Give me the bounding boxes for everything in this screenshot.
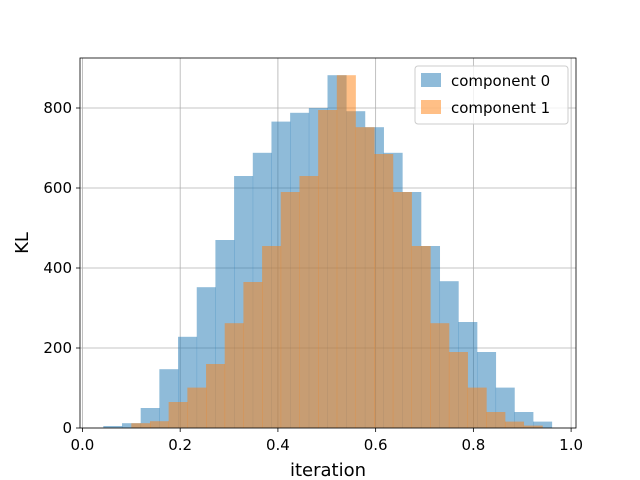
bar-component-1-bin-15 <box>411 246 431 428</box>
bar-component-1-bin-4 <box>206 364 226 428</box>
bar-component-0-bin-0 <box>103 426 123 428</box>
axes-frame <box>79 57 577 429</box>
bar-component-1-bin-17 <box>448 352 468 428</box>
bar-component-1-bin-16 <box>430 323 450 428</box>
legend: component 0 component 1 <box>414 65 569 125</box>
ticks: 0.0 0.2 0.4 0.6 0.8 1.0 0 200 400 600 800 <box>43 99 583 454</box>
legend-swatch-component-0 <box>421 73 441 87</box>
bar-component-0-bin-23 <box>533 421 553 428</box>
y-tick-label-3: 600 <box>43 179 72 197</box>
legend-label-component-0: component 0 <box>451 72 550 90</box>
legend-label-component-1: component 1 <box>451 99 550 117</box>
y-tick-label-2: 400 <box>43 259 72 277</box>
bar-component-1-bin-19 <box>486 412 506 428</box>
bar-component-1-bin-10 <box>318 110 338 428</box>
bar-component-1-bin-7 <box>262 246 282 428</box>
bar-component-1-bin-8 <box>280 192 300 428</box>
bar-component-1-bin-13 <box>374 154 394 428</box>
bar-component-1-bin-21 <box>523 425 543 428</box>
y-tick-label-1: 200 <box>43 339 72 357</box>
bar-component-1-bin-3 <box>187 387 207 428</box>
y-tick-label-4: 800 <box>43 99 72 117</box>
x-tick-label-1: 0.2 <box>168 436 192 454</box>
bars <box>103 75 553 429</box>
bar-component-1-bin-0 <box>131 423 151 428</box>
bar-component-1-bin-20 <box>504 421 525 428</box>
bar-component-1-bin-18 <box>467 387 487 428</box>
x-tick-label-4: 0.8 <box>461 436 485 454</box>
bar-component-1-bin-12 <box>355 127 375 428</box>
y-axis-label: KL <box>12 232 33 254</box>
x-tick-label-2: 0.4 <box>266 436 290 454</box>
x-tick-label-0: 0.0 <box>71 436 95 454</box>
legend-swatch-component-1 <box>421 100 441 114</box>
x-tick-label-5: 1.0 <box>559 436 583 454</box>
bar-component-1-bin-5 <box>224 323 244 428</box>
bar-component-1-bin-6 <box>243 282 263 428</box>
bar-component-1-bin-9 <box>299 176 319 428</box>
x-axis-label: iteration <box>290 460 366 480</box>
y-tick-label-0: 0 <box>62 419 72 437</box>
x-tick-label-3: 0.6 <box>364 436 388 454</box>
legend-box <box>414 65 569 125</box>
bar-component-1-bin-11 <box>336 75 356 428</box>
bar-component-1-bin-2 <box>168 402 188 428</box>
series-component-1 <box>131 75 543 428</box>
bar-component-1-bin-1 <box>149 421 170 428</box>
bar-component-1-bin-14 <box>392 192 412 428</box>
